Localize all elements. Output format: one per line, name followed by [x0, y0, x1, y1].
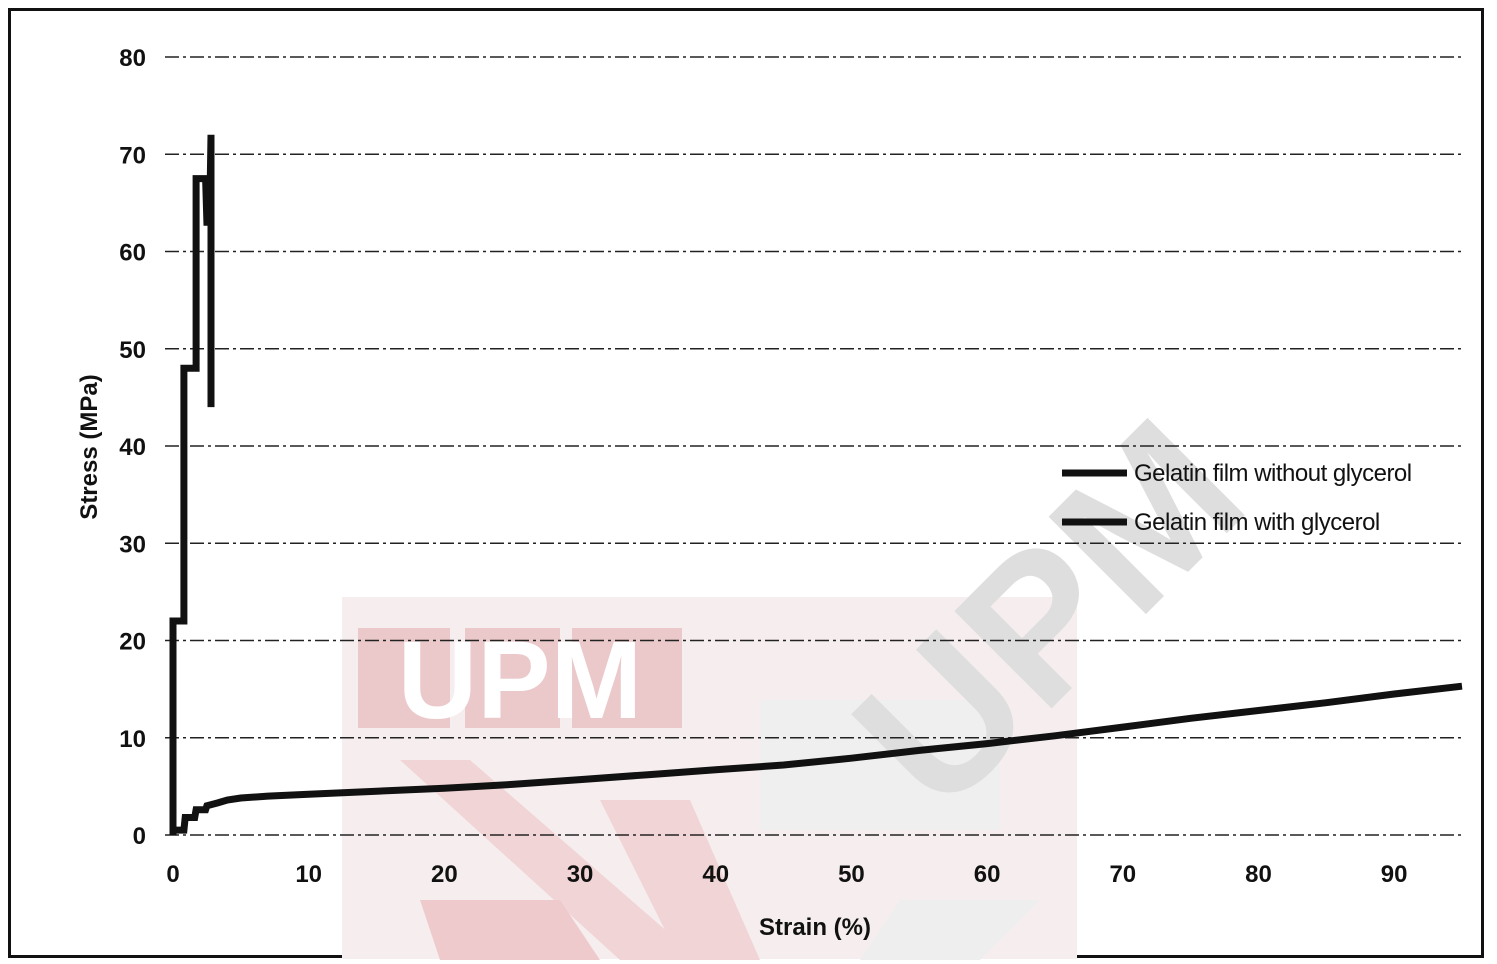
watermark-stripe — [400, 760, 700, 960]
watermark-block-m — [572, 628, 682, 728]
watermark-block-u — [358, 628, 450, 728]
y-tick-label: 50 — [119, 337, 146, 364]
x-tick-label: 10 — [295, 861, 322, 888]
y-axis-label: Stress (MPa) — [76, 374, 103, 519]
y-tick-label: 0 — [133, 823, 146, 850]
x-tick-label: 0 — [166, 861, 179, 888]
x-tick-label: 90 — [1381, 861, 1408, 888]
series-lines — [169, 134, 1463, 835]
series-line-2 — [173, 682, 1463, 834]
legend-label-1: Gelatin film without glycerol — [1134, 460, 1412, 487]
grid-lines — [165, 56, 1462, 836]
y-tick-label: 30 — [119, 531, 146, 558]
series-line-1 — [169, 134, 215, 835]
watermark-block-p — [465, 628, 560, 728]
y-tick-label: 10 — [119, 726, 146, 753]
y-tick-label: 40 — [119, 434, 146, 461]
watermark-stripe — [600, 800, 760, 960]
x-tick-label: 40 — [702, 861, 729, 888]
watermark-stripe — [420, 900, 600, 960]
x-axis-label: Strain (%) — [759, 914, 871, 941]
watermark-logo-text: UPM — [398, 619, 642, 742]
legend: Gelatin film without glycerol Gelatin fil… — [1062, 460, 1412, 536]
y-tick-label: 70 — [119, 142, 146, 169]
x-tick-label: 70 — [1109, 861, 1136, 888]
legend-label-2: Gelatin film with glycerol — [1134, 509, 1380, 536]
y-tick-label: 80 — [119, 45, 146, 72]
y-tick-label: 20 — [119, 629, 146, 656]
x-tick-label: 50 — [838, 861, 865, 888]
x-tick-label: 30 — [567, 861, 594, 888]
y-axis-ticks: 0 10 20 30 40 50 60 70 80 — [119, 45, 146, 850]
x-tick-label: 80 — [1245, 861, 1272, 888]
y-tick-label: 60 — [119, 240, 146, 267]
x-tick-label: 20 — [431, 861, 458, 888]
watermark-shape — [860, 900, 1040, 960]
x-axis-ticks: 0 10 20 30 40 50 60 70 80 90 — [166, 861, 1407, 888]
x-tick-label: 60 — [974, 861, 1001, 888]
